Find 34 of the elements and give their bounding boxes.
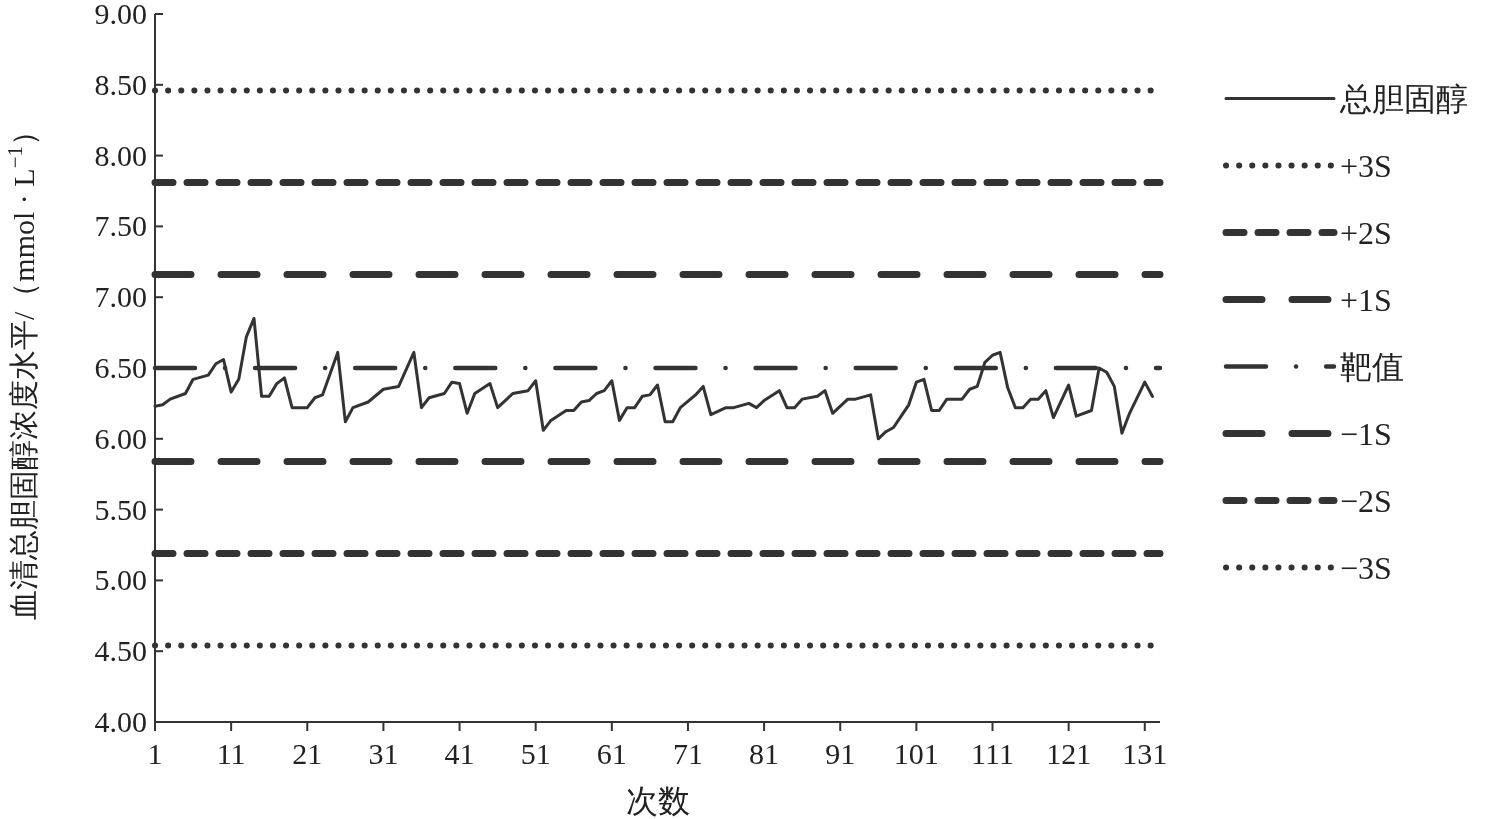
y-tick-label: 8.00 xyxy=(94,138,147,172)
legend-label: 总胆固醇 xyxy=(1339,80,1468,117)
x-tick-label: 31 xyxy=(368,737,399,770)
x-tick-label: 21 xyxy=(292,737,323,770)
y-tick-label: 6.50 xyxy=(94,351,147,384)
y-tick-label: 5.50 xyxy=(94,492,147,526)
x-tick-label: 81 xyxy=(749,737,780,770)
x-tick-label: 101 xyxy=(893,737,939,770)
x-tick-label: 131 xyxy=(1122,737,1168,770)
legend-label: +2S xyxy=(1340,214,1392,251)
legend-label: −3S xyxy=(1340,549,1392,586)
x-tick-label: 121 xyxy=(1046,737,1092,770)
y-tick-label: 5.00 xyxy=(94,563,147,597)
legend-label: +3S xyxy=(1340,147,1392,184)
x-tick-label: 51 xyxy=(520,737,551,770)
x-tick-label: 111 xyxy=(971,737,1014,770)
legend-label: +1S xyxy=(1340,281,1392,318)
x-tick-label: 91 xyxy=(825,737,856,770)
legend-label: −1S xyxy=(1340,415,1392,452)
y-tick-label: 8.50 xyxy=(94,67,147,101)
y-tick-label: 9.00 xyxy=(94,0,147,30)
y-tick-label: 4.50 xyxy=(94,634,147,668)
x-tick-label: 11 xyxy=(216,737,246,770)
x-tick-label: 71 xyxy=(672,737,703,770)
x-tick-label: 41 xyxy=(444,737,475,770)
legend-label: −2S xyxy=(1340,482,1392,519)
legend-label: 靶值 xyxy=(1340,348,1404,385)
x-tick-label: 1 xyxy=(147,737,163,770)
y-tick-label: 6.00 xyxy=(94,421,147,455)
y-tick-label: 7.00 xyxy=(94,280,147,314)
x-axis-title: 次数 xyxy=(625,783,690,819)
y-tick-label: 4.00 xyxy=(94,705,147,738)
y-tick-label: 7.50 xyxy=(94,209,147,243)
x-tick-label: 61 xyxy=(596,737,627,770)
